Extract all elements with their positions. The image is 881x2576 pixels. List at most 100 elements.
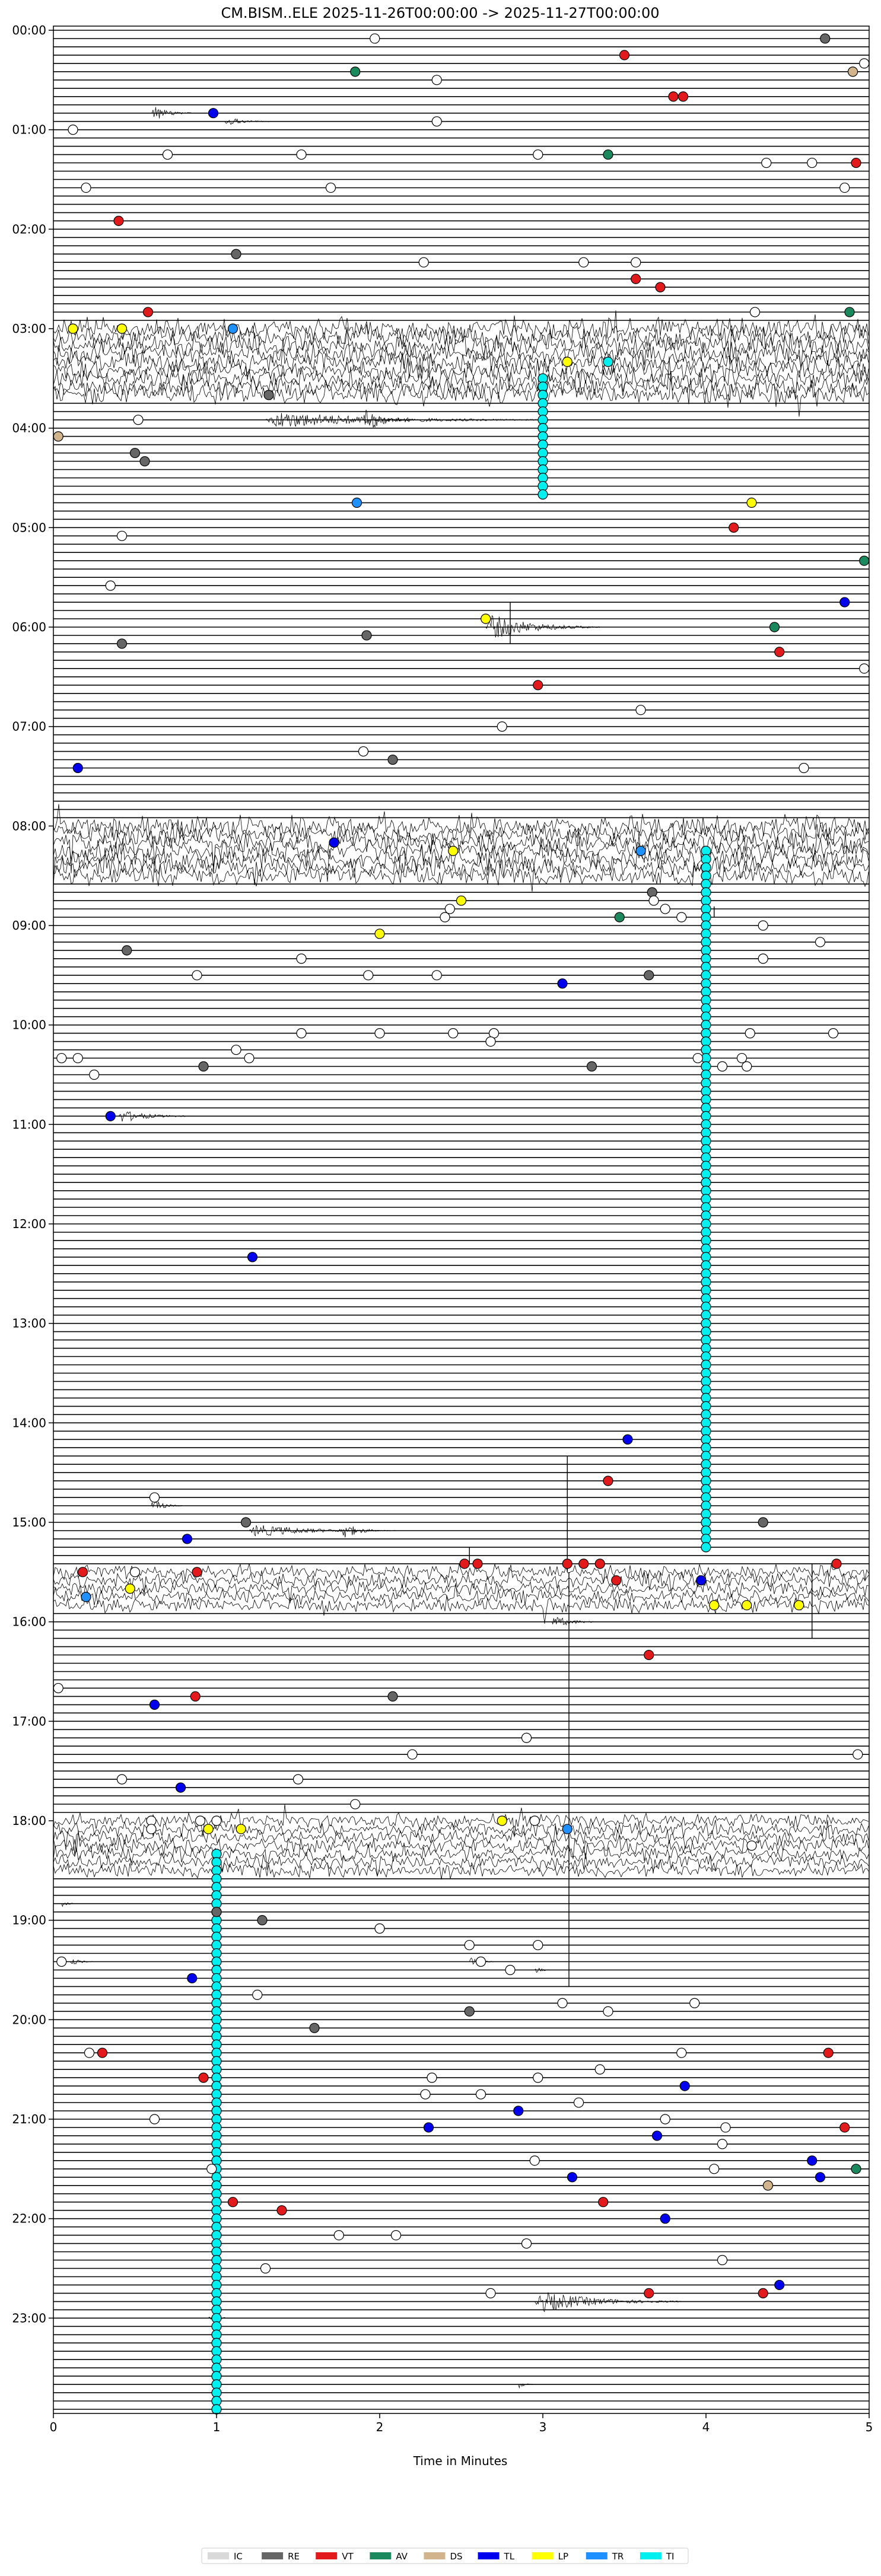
event-marker-ic <box>89 1069 100 1080</box>
y-tick-label: 08:00 <box>12 819 46 833</box>
event-marker-ic <box>448 1028 459 1039</box>
event-marker-tl <box>247 1252 258 1262</box>
trace-line <box>53 338 869 377</box>
event-marker-vt <box>459 1559 470 1569</box>
event-marker-vt <box>839 2122 850 2133</box>
x-tick-label: 3 <box>539 2420 547 2434</box>
event-marker-ds <box>762 2180 774 2191</box>
event-marker-vt <box>729 522 739 533</box>
event-marker-tl <box>187 1973 198 1984</box>
event-marker-ic <box>717 2139 728 2149</box>
trace-line <box>53 310 869 352</box>
event-marker-ic <box>720 2122 731 2133</box>
trace-line <box>53 1830 869 1859</box>
plot-frame <box>53 26 870 2414</box>
legend-label-re: RE <box>288 2551 300 2562</box>
event-marker-lp <box>709 1600 720 1611</box>
y-tick-label: 04:00 <box>12 421 46 435</box>
event-marker-ic <box>464 1939 475 1951</box>
event-marker-ic <box>427 2072 437 2083</box>
waveform-burst <box>518 2383 535 2389</box>
waveform-burst <box>151 107 192 119</box>
y-tick-label: 16:00 <box>12 1615 46 1629</box>
legend-label-lp: LP <box>558 2551 568 2562</box>
x-axis-label: Time in Minutes <box>413 2454 508 2468</box>
event-marker-ic <box>807 157 818 168</box>
event-marker-ic <box>350 1799 361 1809</box>
event-marker-vt <box>578 1559 589 1569</box>
event-marker-lp <box>448 845 459 856</box>
event-marker-ic <box>440 912 450 923</box>
event-marker-ic <box>736 1052 748 1064</box>
y-tick-label: 21:00 <box>12 2112 46 2126</box>
event-marker-ic <box>578 257 589 268</box>
trace-line <box>53 804 869 839</box>
event-marker-lp <box>746 497 757 508</box>
event-marker-tl <box>651 2130 663 2141</box>
event-marker-ic <box>192 970 202 981</box>
event-marker-re <box>116 638 128 649</box>
event-marker-ti <box>537 489 548 500</box>
event-marker-ic <box>363 970 374 981</box>
event-marker-re <box>309 2022 320 2033</box>
x-tick-label: 4 <box>702 2420 710 2434</box>
legend-label-ti: TI <box>666 2551 675 2562</box>
event-marker-ic <box>444 904 455 914</box>
event-marker-ic <box>206 2164 217 2174</box>
event-marker-ic <box>485 1036 496 1047</box>
event-marker-ic <box>742 1061 752 1072</box>
event-marker-ic <box>533 1939 543 1951</box>
trace-line <box>53 858 869 892</box>
event-marker-ic <box>374 1923 385 1934</box>
event-marker-vt <box>655 282 666 292</box>
waveform-bursts <box>61 107 813 2389</box>
y-tick-label: 14:00 <box>12 1416 46 1430</box>
y-tick-label: 09:00 <box>12 918 46 933</box>
trace-line <box>53 1595 869 1624</box>
event-marker-re <box>586 1061 597 1072</box>
event-marker-ic <box>260 2263 271 2274</box>
event-marker-ic <box>68 125 78 135</box>
legend-swatch-av <box>370 2552 392 2559</box>
legend-swatch-tl <box>478 2552 500 2559</box>
event-marker-re <box>387 1691 398 1702</box>
event-marker-ic <box>603 2006 613 2017</box>
waveform-burst <box>363 409 412 428</box>
event-marker-lp <box>374 928 385 939</box>
event-marker-vt <box>276 2205 287 2216</box>
event-marker-ic <box>717 2254 728 2266</box>
event-marker-re <box>361 630 372 641</box>
event-marker-ic <box>689 1998 700 2008</box>
trace-line <box>53 1851 869 1875</box>
trace-line <box>53 1820 869 1856</box>
event-marker-ic <box>485 2288 496 2299</box>
event-marker-vt <box>603 1475 613 1486</box>
event-marker-re <box>198 1061 209 1072</box>
y-tick-label: 19:00 <box>12 1913 46 1928</box>
legend-swatch-vt <box>316 2552 338 2559</box>
event-marker-ic <box>749 307 761 317</box>
event-marker-ic <box>635 705 646 715</box>
x-tick-label: 2 <box>376 2420 384 2434</box>
event-marker-ic <box>296 1028 307 1039</box>
event-marker-av <box>603 149 613 160</box>
event-marker-vt <box>851 157 861 168</box>
event-marker-tl <box>175 1782 186 1793</box>
waveform-burst <box>118 1111 192 1122</box>
y-tick-label: 07:00 <box>12 720 46 734</box>
event-marker-ic <box>296 953 307 964</box>
event-marker-vt <box>562 1559 573 1569</box>
trace-line <box>53 326 869 365</box>
trace-line <box>53 1804 869 1837</box>
event-marker-ic <box>116 1774 128 1785</box>
event-marker-re <box>211 1907 222 1917</box>
event-marker-ic <box>521 1732 532 1743</box>
event-marker-ds <box>847 66 858 77</box>
event-marker-tr <box>81 1592 91 1602</box>
event-marker-tl <box>622 1434 633 1445</box>
event-marker-ic <box>84 2047 95 2058</box>
event-marker-re <box>257 1915 268 1926</box>
trace-line <box>53 370 869 417</box>
event-marker-ic <box>761 157 772 168</box>
event-marker-ic <box>631 257 641 268</box>
